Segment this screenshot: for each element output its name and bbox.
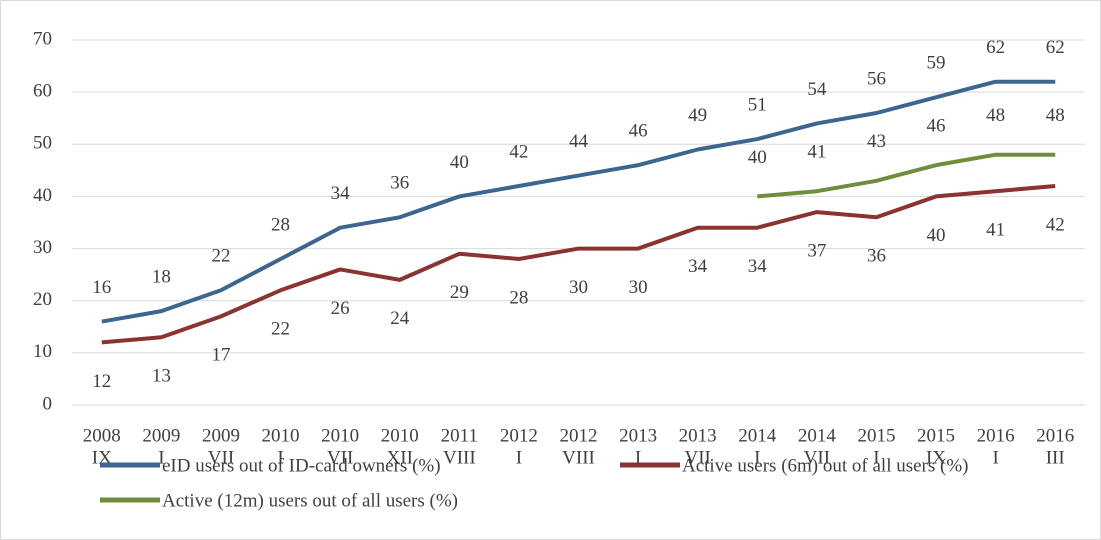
x-tick-label: 2010 bbox=[321, 425, 359, 446]
legend-label: Active users (6m) out of all users (%) bbox=[682, 455, 969, 476]
x-tick-label: 2012 bbox=[500, 425, 538, 446]
data-label: 28 bbox=[509, 287, 528, 308]
x-tick-label: 2016 bbox=[977, 425, 1015, 446]
x-tick-label: I bbox=[635, 447, 641, 468]
data-label: 42 bbox=[1046, 214, 1065, 235]
legend-label: eID users out of ID-card owners (%) bbox=[162, 455, 441, 476]
x-tick-label: I bbox=[992, 447, 998, 468]
x-tick-label: VIII bbox=[562, 447, 595, 468]
data-label: 34 bbox=[748, 256, 768, 277]
x-tick-label: VIII bbox=[443, 447, 476, 468]
x-tick-label: 2011 bbox=[441, 425, 478, 446]
x-tick-label: 2010 bbox=[262, 425, 300, 446]
x-tick-label: 2013 bbox=[619, 425, 657, 446]
x-tick-label: 2016 bbox=[1036, 425, 1074, 446]
data-label: 13 bbox=[152, 366, 171, 387]
x-tick-label: 2014 bbox=[738, 425, 777, 446]
data-label: 12 bbox=[92, 371, 111, 392]
data-label: 36 bbox=[390, 173, 409, 194]
y-tick-label: 0 bbox=[43, 393, 53, 414]
x-tick-label: I bbox=[277, 447, 283, 468]
x-tick-label: I bbox=[873, 447, 879, 468]
data-label: 46 bbox=[629, 121, 648, 142]
data-label: 40 bbox=[927, 225, 946, 246]
x-tick-label: IX bbox=[926, 447, 946, 468]
data-label: 48 bbox=[1046, 105, 1065, 126]
x-tick-label: XII bbox=[387, 447, 413, 468]
data-label: 34 bbox=[688, 256, 708, 277]
x-tick-label: 2013 bbox=[679, 425, 717, 446]
legend-label: Active (12m) users out of all users (%) bbox=[162, 490, 458, 511]
y-tick-label: 20 bbox=[33, 289, 52, 310]
y-tick-label: 60 bbox=[33, 81, 52, 102]
data-label: 22 bbox=[271, 319, 290, 340]
x-tick-label: 2012 bbox=[560, 425, 598, 446]
x-tick-label: VII bbox=[804, 447, 830, 468]
data-label: 56 bbox=[867, 68, 886, 89]
y-tick-label: 50 bbox=[33, 133, 52, 154]
x-tick-label: I bbox=[516, 447, 522, 468]
data-label: 24 bbox=[390, 308, 410, 329]
x-tick-label: III bbox=[1046, 447, 1065, 468]
x-tick-label: I bbox=[754, 447, 760, 468]
x-tick-label: VII bbox=[208, 447, 234, 468]
data-label: 43 bbox=[867, 131, 886, 152]
data-label: 22 bbox=[211, 246, 230, 267]
x-tick-label: 2014 bbox=[798, 425, 837, 446]
y-tick-label: 40 bbox=[33, 185, 52, 206]
data-label: 62 bbox=[986, 37, 1005, 58]
data-label: 51 bbox=[748, 94, 767, 115]
x-tick-label: 2015 bbox=[857, 425, 895, 446]
x-tick-label: 2009 bbox=[202, 425, 240, 446]
y-tick-label: 30 bbox=[33, 237, 52, 258]
data-label: 34 bbox=[331, 183, 351, 204]
data-label: 26 bbox=[331, 298, 350, 319]
data-label: 40 bbox=[748, 147, 767, 168]
data-label: 30 bbox=[629, 277, 648, 298]
data-label: 28 bbox=[271, 214, 290, 235]
data-label: 40 bbox=[450, 152, 469, 173]
data-label: 18 bbox=[152, 267, 171, 288]
series-line bbox=[101, 79, 1056, 324]
x-tick-label: 2010 bbox=[381, 425, 419, 446]
data-label: 49 bbox=[688, 105, 707, 126]
data-label: 41 bbox=[986, 220, 1005, 241]
data-label: 41 bbox=[807, 142, 826, 163]
data-label: 37 bbox=[807, 240, 826, 261]
y-tick-label: 10 bbox=[33, 341, 52, 362]
data-label: 59 bbox=[927, 53, 946, 74]
series-line bbox=[757, 152, 1056, 199]
x-tick-label: 2015 bbox=[917, 425, 955, 446]
data-label: 16 bbox=[92, 277, 111, 298]
x-tick-label: I bbox=[158, 447, 164, 468]
x-tick-label: 2009 bbox=[142, 425, 180, 446]
data-label: 29 bbox=[450, 282, 469, 303]
data-label: 46 bbox=[927, 116, 946, 137]
x-tick-label: VII bbox=[684, 447, 710, 468]
series-line bbox=[101, 184, 1056, 345]
data-label: 44 bbox=[569, 131, 589, 152]
data-label: 17 bbox=[211, 345, 230, 366]
y-tick-label: 70 bbox=[33, 28, 52, 49]
data-label: 42 bbox=[509, 141, 528, 162]
data-label: 62 bbox=[1046, 37, 1065, 58]
x-tick-label: VII bbox=[327, 447, 353, 468]
x-tick-label: 2008 bbox=[83, 425, 121, 446]
data-label: 30 bbox=[569, 277, 588, 298]
data-label: 54 bbox=[807, 79, 827, 100]
data-label: 36 bbox=[867, 246, 886, 267]
data-label: 48 bbox=[986, 105, 1005, 126]
